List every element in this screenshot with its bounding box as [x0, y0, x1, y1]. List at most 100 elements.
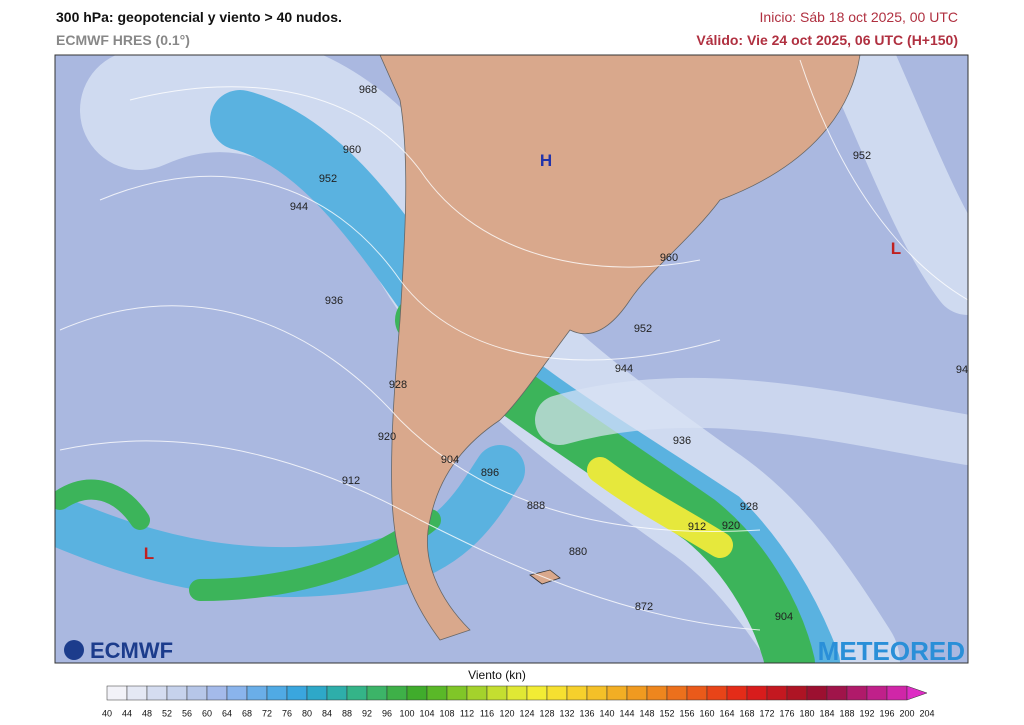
low-center: L [144, 544, 154, 563]
colorbar-tick-label: 152 [659, 708, 674, 718]
colorbar-tick-label: 140 [599, 708, 614, 718]
contour-label: 872 [635, 601, 653, 613]
colorbar-tick-label: 60 [202, 708, 212, 718]
model: ECMWF HRES (0.1°) [56, 32, 190, 48]
valid-time: Válido: Vie 24 oct 2025, 06 UTC (H+150) [696, 32, 958, 48]
colorbar-cell [526, 685, 548, 701]
title: 300 hPa: geopotencial y viento > 40 nudo… [56, 9, 342, 25]
contour-label: 952 [634, 323, 652, 335]
colorbar-cell [806, 685, 828, 701]
contour-label: 944 [290, 201, 308, 213]
colorbar-cell [126, 685, 148, 701]
colorbar-tick-label: 124 [519, 708, 534, 718]
colorbar-cell [346, 685, 368, 701]
colorbar-cell [766, 685, 788, 701]
contour-label: 952 [853, 150, 871, 162]
contour-label: 896 [481, 467, 499, 479]
colorbar-cell [706, 685, 728, 701]
colorbar-tick-label: 196 [879, 708, 894, 718]
colorbar-cell [366, 685, 388, 701]
contour-label: 968 [359, 84, 377, 96]
colorbar-cell [306, 685, 328, 701]
colorbar-tick-label: 72 [262, 708, 272, 718]
colorbar-tick-label: 200 [899, 708, 914, 718]
contour-label: 960 [343, 144, 361, 156]
contour-label: 94 [956, 364, 968, 376]
colorbar-cell [106, 685, 128, 701]
colorbar-tick-label: 104 [419, 708, 434, 718]
contour-label: 880 [569, 546, 587, 558]
colorbar-tick-label: 92 [362, 708, 372, 718]
colorbar-cell [646, 685, 668, 701]
colorbar-cell [266, 685, 288, 701]
contour-label: 912 [342, 475, 360, 487]
colorbar-cell [326, 685, 348, 701]
colorbar-tick-label: 164 [719, 708, 734, 718]
contour-label: 912 [688, 521, 706, 533]
colorbar-cell [566, 685, 588, 701]
colorbar-tick-label: 64 [222, 708, 232, 718]
colorbar-tick-label: 56 [182, 708, 192, 718]
colorbar-cell [886, 685, 908, 701]
contour-label: 952 [319, 173, 337, 185]
low-center: L [891, 239, 901, 258]
colorbar-cell [606, 685, 628, 701]
colorbar-tick-label: 100 [399, 708, 414, 718]
colorbar-cell [206, 685, 228, 701]
colorbar-cell [166, 685, 188, 701]
map: 968 960 952 944 936 928 920 912 904 896 … [55, 55, 968, 666]
colorbar-tick-label: 188 [839, 708, 854, 718]
init-time: Inicio: Sáb 18 oct 2025, 00 UTC [760, 9, 958, 25]
colorbar-cell [226, 685, 248, 701]
colorbar-cell [506, 685, 528, 701]
colorbar-cell [746, 685, 768, 701]
colorbar-cell [186, 685, 208, 701]
colorbar-tick-label: 76 [282, 708, 292, 718]
land [379, 55, 861, 641]
colorbar-cell [666, 685, 688, 701]
colorbar-tick-label: 108 [439, 708, 454, 718]
colorbar-cell [286, 685, 308, 701]
colorbar-tick-label: 180 [799, 708, 814, 718]
colorbar-cell [786, 685, 808, 701]
contour-label: 960 [660, 252, 678, 264]
colorbar-cell [866, 685, 888, 701]
contour-label: 936 [325, 295, 343, 307]
colorbar-tick-label: 172 [759, 708, 774, 718]
colorbar-tick-label: 96 [382, 708, 392, 718]
colorbar-tick-label: 116 [480, 708, 494, 718]
colorbar-tick-label: 44 [122, 708, 132, 718]
colorbar-tick-label: 40 [102, 708, 112, 718]
colorbar-tick-label: 132 [559, 708, 574, 718]
colorbar-tick-label: 48 [142, 708, 152, 718]
colorbar-tick-label: 184 [819, 708, 834, 718]
colorbar-cell [406, 685, 428, 701]
colorbar-tick-label: 88 [342, 708, 352, 718]
contour-label: 928 [740, 501, 758, 513]
colorbar-cell [626, 685, 648, 701]
colorbar-tick-label: 144 [619, 708, 634, 718]
colorbar-tick-label: 84 [322, 708, 332, 718]
ecmwf-logo: ECMWF [90, 638, 173, 663]
colorbar-cell [246, 685, 268, 701]
colorbar-cell [446, 685, 468, 701]
contour-label: 944 [615, 363, 633, 375]
colorbar-cell [846, 685, 868, 701]
colorbar-tick-label: 128 [539, 708, 554, 718]
colorbar-tick-label: 168 [739, 708, 754, 718]
colorbar-tick-label: 204 [919, 708, 934, 718]
colorbar-cell [586, 685, 608, 701]
colorbar-cell [466, 685, 488, 701]
colorbar-tick-label: 80 [302, 708, 312, 718]
colorbar-tick-label: 112 [460, 708, 474, 718]
colorbar-cell [486, 685, 508, 701]
contour-label: 904 [775, 611, 793, 623]
high-center: H [540, 151, 552, 170]
colorbar-cell [146, 685, 168, 701]
colorbar-tick-label: 160 [699, 708, 714, 718]
colorbar-tick-label: 156 [679, 708, 694, 718]
contour-label: 920 [378, 431, 396, 443]
meteored-logo: METEORED [818, 636, 965, 666]
